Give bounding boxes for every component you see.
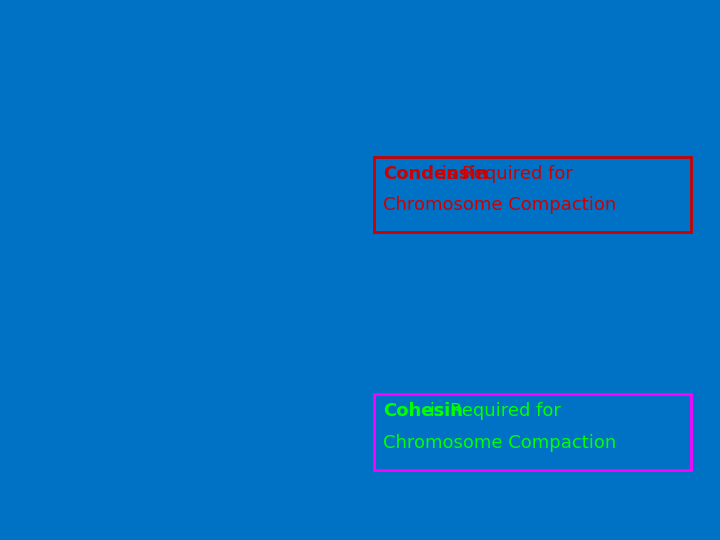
- Bar: [374, 394, 691, 470]
- Text: is Required for: is Required for: [436, 165, 572, 183]
- Text: Chromosome Compaction: Chromosome Compaction: [384, 434, 616, 452]
- Text: Cohesin: Cohesin: [384, 402, 464, 420]
- Bar: [374, 157, 691, 232]
- Text: Condensin: Condensin: [384, 165, 489, 183]
- Text: is Required for: is Required for: [424, 402, 561, 420]
- Text: Chromosome Compaction: Chromosome Compaction: [384, 197, 616, 214]
